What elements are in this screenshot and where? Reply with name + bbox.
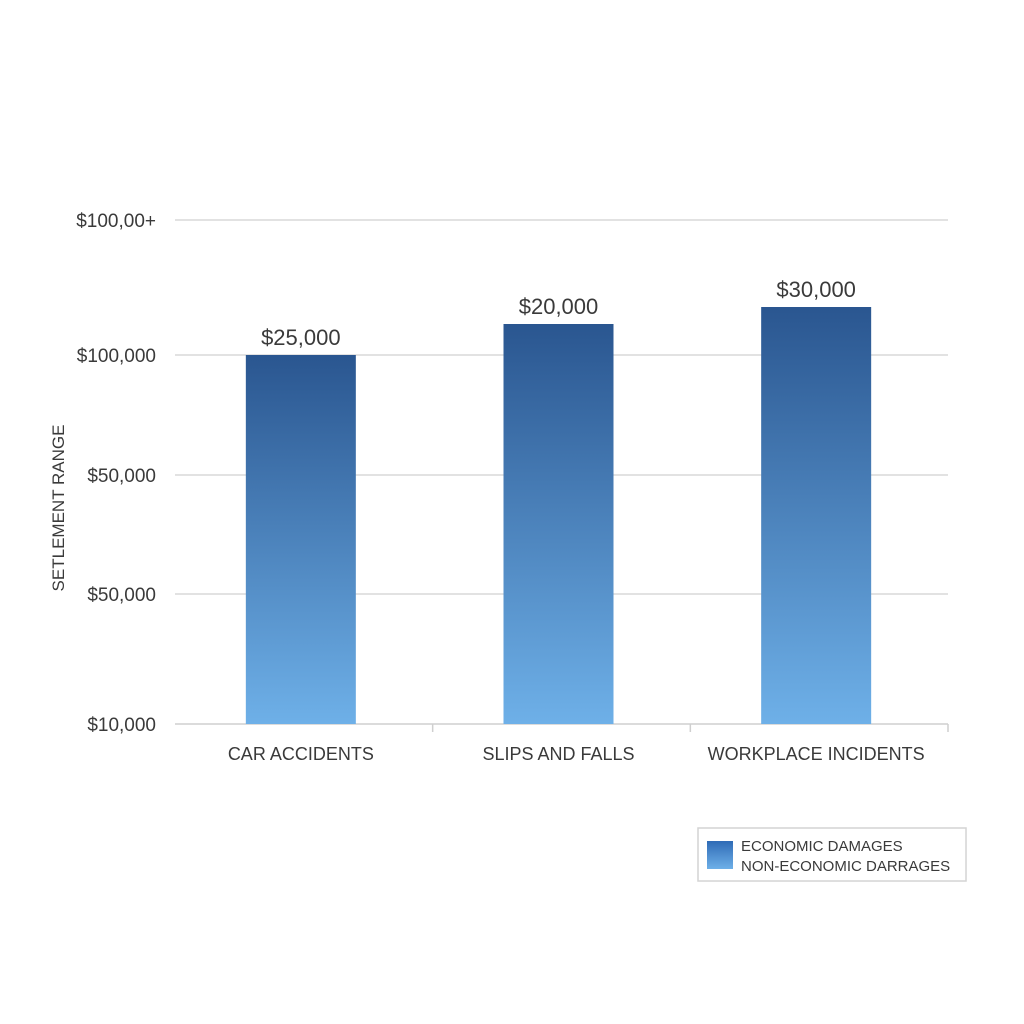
x-tick-label: SLIPS AND FALLS xyxy=(482,744,634,764)
legend-entry-economic: ECONOMIC DAMAGES xyxy=(741,838,903,855)
legend: ECONOMIC DAMAGES NON-ECONOMIC DARRAGES xyxy=(697,827,967,882)
x-axis xyxy=(431,724,949,732)
y-tick-label: $100,00+ xyxy=(76,211,156,232)
y-axis-title: SETLEMENT RANGE xyxy=(49,425,68,592)
legend-box xyxy=(697,827,967,882)
y-tick-label: $50,000 xyxy=(87,585,156,606)
bar xyxy=(245,355,356,724)
bar xyxy=(761,307,872,724)
y-tick-label: $100,000 xyxy=(77,346,156,367)
bars xyxy=(245,307,872,724)
legend-entry-non-economic: NON-ECONOMIC DARRAGES xyxy=(741,858,950,875)
y-tick-label: $10,000 xyxy=(87,715,156,736)
data-label: $30,000 xyxy=(776,277,856,302)
data-label: $25,000 xyxy=(261,325,341,350)
bar xyxy=(503,324,614,724)
labels: $10,000 $50,000 $50,000 $100,000 $100,00+ $25… xyxy=(76,211,924,764)
y-tick-label: $50,000 xyxy=(87,466,156,487)
legend-swatch xyxy=(707,841,733,869)
x-tick-label: CAR ACCIDENTS xyxy=(228,744,374,764)
x-tick-label: WORKPLACE INCIDENTS xyxy=(708,744,925,764)
data-label: $20,000 xyxy=(519,294,599,319)
